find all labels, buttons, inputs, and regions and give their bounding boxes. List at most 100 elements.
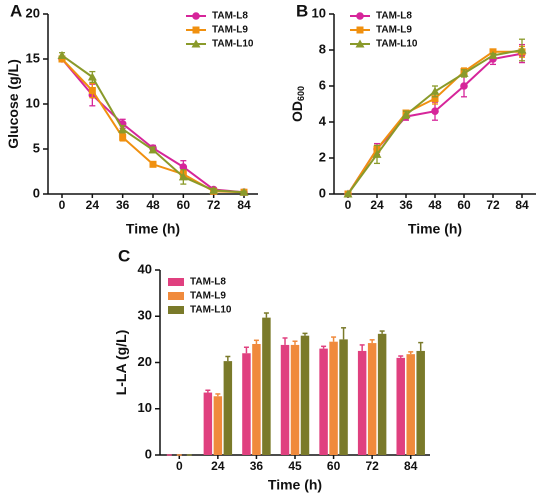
y-tick-label: 15 <box>26 50 40 65</box>
marker <box>192 26 200 34</box>
x-tick-label: 84 <box>515 198 529 212</box>
x-tick-label: 84 <box>404 459 418 473</box>
marker <box>460 82 468 90</box>
y-tick-label: 10 <box>312 5 326 20</box>
x-tick-label: 72 <box>486 198 500 212</box>
x-tick-label: 72 <box>365 459 379 473</box>
marker <box>372 149 382 158</box>
y-tick-label: 8 <box>319 41 326 56</box>
x-tick-label: 60 <box>457 198 471 212</box>
y-axis-label: L-LA (g/L) <box>113 330 129 396</box>
bar <box>300 335 310 455</box>
marker <box>209 185 219 194</box>
marker <box>149 160 157 168</box>
y-tick-label: 20 <box>138 354 152 369</box>
marker <box>87 72 97 81</box>
marker <box>488 50 498 59</box>
x-tick-label: 72 <box>207 198 221 212</box>
bar <box>223 361 233 455</box>
marker <box>343 189 353 198</box>
legend-label: TAM-L9 <box>376 25 412 36</box>
y-tick-label: 10 <box>138 400 152 415</box>
bar <box>213 396 223 455</box>
y-tick-label: 30 <box>138 308 152 323</box>
x-tick-label: 48 <box>428 198 442 212</box>
y-axis-label-main: L-LA (g/L) <box>113 330 129 396</box>
marker <box>118 124 128 133</box>
x-tick-label: 24 <box>370 198 384 212</box>
y-tick-label: 0 <box>319 185 326 200</box>
y-tick-label: 0 <box>145 446 152 461</box>
bar <box>242 353 251 455</box>
x-tick-label: 60 <box>177 198 191 212</box>
bar <box>357 350 367 455</box>
y-tick-label: 10 <box>26 95 40 110</box>
x-tick-label: 0 <box>176 459 183 473</box>
y-tick-label: 20 <box>26 5 40 20</box>
bar <box>339 339 348 455</box>
y-axis-label-main: OD <box>289 101 305 122</box>
marker <box>178 172 188 181</box>
y-tick-label: 2 <box>319 149 326 164</box>
x-axis-label: Time (h) <box>268 477 322 493</box>
x-tick-label: 45 <box>288 459 302 473</box>
marker <box>517 45 527 54</box>
panel-label: A <box>10 1 22 20</box>
y-axis-label-sub: 600 <box>296 86 306 101</box>
y-axis-label: OD600 <box>289 86 307 122</box>
legend-swatch <box>168 292 184 300</box>
bar <box>377 333 387 455</box>
marker <box>355 39 365 48</box>
x-axis-label: Time (h) <box>126 221 180 237</box>
legend-label: TAM-L10 <box>190 305 232 316</box>
bar <box>416 350 425 455</box>
legend-label: TAM-L9 <box>190 291 226 302</box>
bar <box>203 392 213 455</box>
marker <box>191 39 201 48</box>
y-tick-label: 40 <box>138 261 152 276</box>
marker <box>58 55 66 63</box>
x-tick-label: 24 <box>211 459 225 473</box>
marker <box>431 107 439 115</box>
bar <box>280 344 290 455</box>
bar <box>396 357 405 455</box>
panel-label: B <box>296 1 308 20</box>
legend-label: TAM-L8 <box>190 277 226 288</box>
legend-label: TAM-L10 <box>212 39 254 50</box>
x-tick-label: 60 <box>327 459 341 473</box>
y-tick-label: 4 <box>319 113 327 128</box>
bar <box>406 354 415 455</box>
legend-label: TAM-L8 <box>212 11 248 22</box>
series-line <box>347 50 522 195</box>
marker <box>356 12 364 20</box>
marker <box>431 95 439 103</box>
legend-label: TAM-L8 <box>376 11 412 22</box>
bar <box>262 317 271 455</box>
x-tick-label: 48 <box>146 198 160 212</box>
x-tick-label: 36 <box>250 459 264 473</box>
bar <box>329 341 338 455</box>
bar <box>367 343 377 455</box>
legend-swatch <box>168 306 184 314</box>
marker <box>179 163 188 171</box>
x-tick-label: 36 <box>116 198 130 212</box>
y-axis-label: Glucose (g/L) <box>5 59 21 148</box>
y-tick-label: 0 <box>33 185 40 200</box>
x-axis-label: Time (h) <box>408 221 462 237</box>
series-line <box>347 49 523 195</box>
panel-label: C <box>118 246 130 265</box>
marker <box>119 133 127 141</box>
marker <box>356 26 364 34</box>
legend-label: TAM-L9 <box>212 25 248 36</box>
marker <box>459 68 469 77</box>
marker <box>430 86 440 95</box>
marker <box>401 110 411 119</box>
y-tick-label: 5 <box>33 140 40 155</box>
x-tick-label: 84 <box>237 198 251 212</box>
bar <box>319 348 328 455</box>
marker <box>239 187 249 196</box>
x-tick-label: 0 <box>345 198 352 212</box>
marker <box>57 50 67 59</box>
marker <box>88 87 96 94</box>
